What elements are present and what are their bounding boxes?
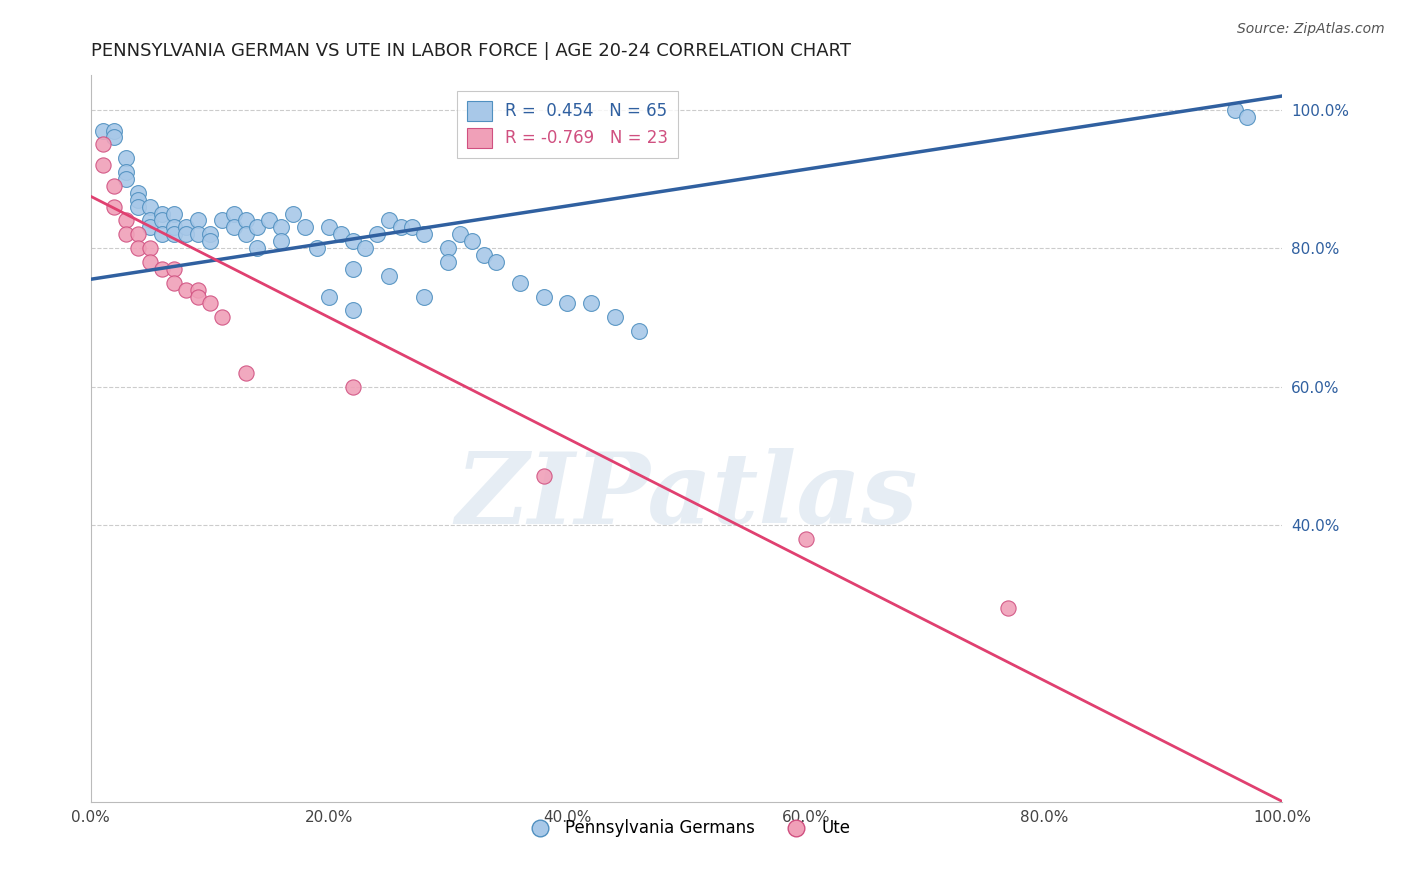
Point bbox=[163, 220, 186, 235]
Point bbox=[413, 227, 436, 242]
Point bbox=[198, 296, 221, 310]
Point bbox=[342, 261, 364, 276]
Point bbox=[353, 241, 375, 255]
Point bbox=[449, 227, 471, 242]
Legend: Pennsylvania Germans, Ute: Pennsylvania Germans, Ute bbox=[516, 813, 856, 844]
Point bbox=[127, 193, 149, 207]
Point bbox=[187, 283, 209, 297]
Point bbox=[342, 303, 364, 318]
Point bbox=[329, 227, 352, 242]
Point bbox=[222, 220, 245, 235]
Point bbox=[174, 283, 197, 297]
Point bbox=[270, 220, 292, 235]
Point bbox=[187, 213, 209, 227]
Point bbox=[461, 234, 484, 248]
Point bbox=[389, 220, 412, 235]
Point bbox=[211, 310, 233, 325]
Text: ZIPatlas: ZIPatlas bbox=[456, 449, 918, 545]
Point bbox=[115, 227, 138, 242]
Point bbox=[115, 213, 138, 227]
Point bbox=[437, 241, 460, 255]
Point bbox=[472, 248, 495, 262]
Point bbox=[139, 213, 162, 227]
Point bbox=[318, 220, 340, 235]
Point bbox=[174, 227, 197, 242]
Point bbox=[235, 366, 257, 380]
Point bbox=[246, 241, 269, 255]
Point bbox=[294, 220, 316, 235]
Point bbox=[579, 296, 602, 310]
Point bbox=[115, 165, 138, 179]
Point bbox=[163, 261, 186, 276]
Point bbox=[150, 261, 173, 276]
Point bbox=[1223, 103, 1246, 117]
Point bbox=[91, 158, 114, 172]
Point bbox=[150, 206, 173, 220]
Point bbox=[437, 255, 460, 269]
Point bbox=[187, 289, 209, 303]
Point bbox=[163, 227, 186, 242]
Point bbox=[342, 234, 364, 248]
Point bbox=[103, 178, 125, 193]
Point bbox=[557, 296, 579, 310]
Point bbox=[139, 255, 162, 269]
Point bbox=[127, 186, 149, 200]
Point bbox=[533, 289, 555, 303]
Text: Source: ZipAtlas.com: Source: ZipAtlas.com bbox=[1237, 22, 1385, 37]
Point bbox=[627, 324, 650, 338]
Point bbox=[174, 220, 197, 235]
Point bbox=[127, 227, 149, 242]
Point bbox=[103, 130, 125, 145]
Point bbox=[235, 227, 257, 242]
Point bbox=[139, 200, 162, 214]
Point bbox=[485, 255, 508, 269]
Point bbox=[187, 227, 209, 242]
Point bbox=[794, 532, 817, 546]
Point bbox=[342, 379, 364, 393]
Point bbox=[150, 213, 173, 227]
Point bbox=[270, 234, 292, 248]
Point bbox=[163, 276, 186, 290]
Point bbox=[198, 227, 221, 242]
Point bbox=[139, 220, 162, 235]
Point bbox=[198, 234, 221, 248]
Point bbox=[997, 600, 1019, 615]
Text: PENNSYLVANIA GERMAN VS UTE IN LABOR FORCE | AGE 20-24 CORRELATION CHART: PENNSYLVANIA GERMAN VS UTE IN LABOR FORC… bbox=[90, 42, 851, 60]
Point bbox=[259, 213, 281, 227]
Point bbox=[139, 241, 162, 255]
Point bbox=[318, 289, 340, 303]
Point bbox=[366, 227, 388, 242]
Point bbox=[115, 151, 138, 165]
Point bbox=[509, 276, 531, 290]
Point bbox=[127, 200, 149, 214]
Point bbox=[533, 469, 555, 483]
Point bbox=[235, 213, 257, 227]
Point bbox=[127, 241, 149, 255]
Point bbox=[115, 172, 138, 186]
Point bbox=[103, 200, 125, 214]
Point bbox=[307, 241, 329, 255]
Point bbox=[91, 137, 114, 152]
Point bbox=[377, 213, 399, 227]
Point bbox=[91, 123, 114, 137]
Point bbox=[211, 213, 233, 227]
Point bbox=[413, 289, 436, 303]
Point bbox=[103, 123, 125, 137]
Point bbox=[163, 206, 186, 220]
Point bbox=[401, 220, 423, 235]
Point bbox=[222, 206, 245, 220]
Point bbox=[377, 268, 399, 283]
Point bbox=[283, 206, 305, 220]
Point bbox=[246, 220, 269, 235]
Point bbox=[150, 227, 173, 242]
Point bbox=[603, 310, 626, 325]
Point bbox=[1236, 110, 1258, 124]
